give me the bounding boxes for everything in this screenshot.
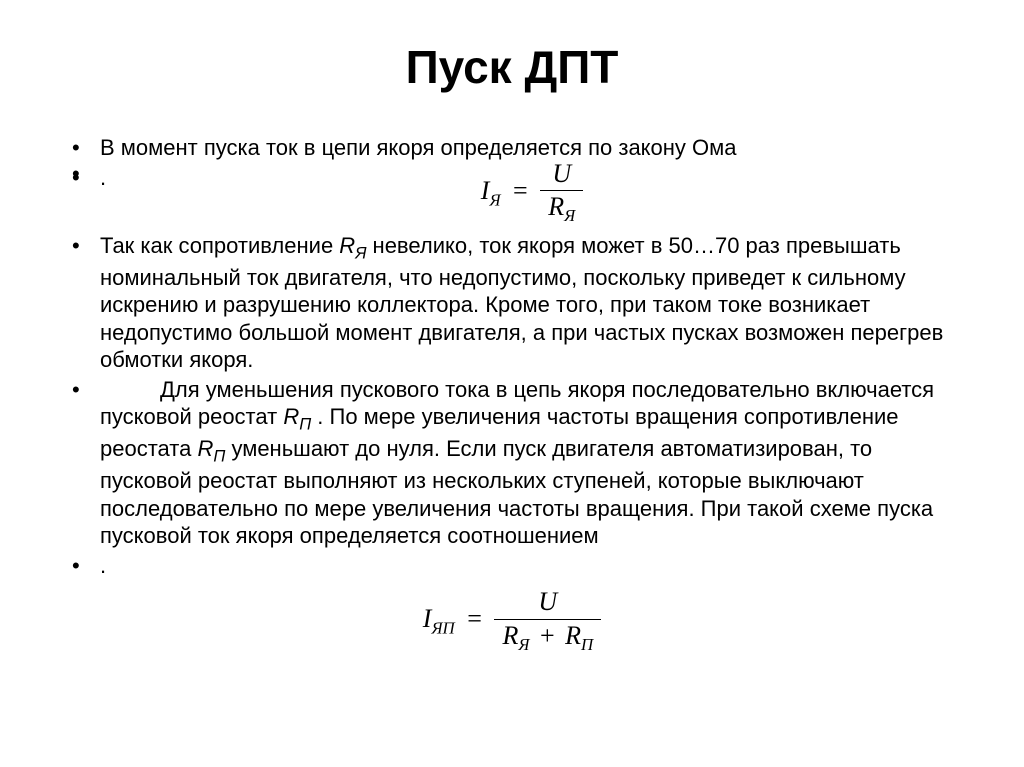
f2-numerator: U: [494, 588, 601, 620]
formula-2: IЯП = U RЯ + RП: [60, 588, 964, 654]
f2-denominator: RЯ + RП: [494, 620, 601, 655]
f2-lhs-sub: ЯП: [431, 618, 454, 637]
bullet-dot-2: .: [60, 552, 964, 580]
f1-den-sub: Я: [564, 206, 575, 225]
b3-post: уменьшают до нуля. Если пуск двигателя а…: [100, 436, 933, 548]
bullet-2: Так как сопротивление RЯ невелико, ток я…: [60, 232, 964, 374]
f1-numerator: U: [540, 160, 583, 192]
f2-den2-sub: П: [581, 635, 593, 654]
f2-den2-var: R: [565, 621, 581, 650]
f2-den1-var: R: [502, 621, 518, 650]
bullet-3: Для уменьшения пускового тока в цепь яко…: [60, 376, 964, 550]
f1-lhs-sub: Я: [489, 190, 500, 209]
f1-fraction: U RЯ: [540, 160, 583, 226]
b2-sub: Я: [355, 244, 366, 262]
b3-var2: R: [197, 436, 213, 461]
slide: Пуск ДПТ В момент пуска ток в цепи якоря…: [0, 0, 1024, 767]
f1-den-var: R: [548, 192, 564, 221]
bullet-1: В момент пуска ток в цепи якоря определя…: [60, 134, 964, 162]
b2-pre: Так как сопротивление: [100, 233, 339, 258]
f2-den1-sub: Я: [518, 635, 529, 654]
slide-title: Пуск ДПТ: [60, 40, 964, 94]
b3-sub2: П: [213, 448, 225, 466]
bullet-list: В момент пуска ток в цепи якоря определя…: [60, 134, 964, 580]
bullet-empty-1: IЯ = U RЯ: [60, 160, 964, 226]
f2-eq: =: [461, 604, 488, 633]
b3-var1: R: [283, 404, 299, 429]
b3-sub1: П: [299, 416, 311, 434]
formula-1: IЯ = U RЯ: [100, 160, 964, 226]
b2-var: R: [339, 233, 355, 258]
f2-fraction: U RЯ + RП: [494, 588, 601, 654]
f1-denominator: RЯ: [540, 191, 583, 226]
f2-plus: +: [536, 621, 559, 650]
f1-eq: =: [507, 176, 534, 205]
